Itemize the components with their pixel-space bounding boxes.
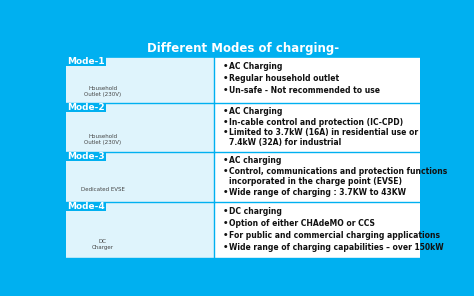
- Text: Mode-2: Mode-2: [67, 103, 105, 112]
- Text: •: •: [223, 86, 228, 95]
- FancyBboxPatch shape: [66, 103, 213, 152]
- Text: •: •: [223, 231, 228, 240]
- Text: Un-safe - Not recommended to use: Un-safe - Not recommended to use: [229, 86, 380, 95]
- Text: Control, communications and protection functions: Control, communications and protection f…: [229, 167, 447, 176]
- FancyBboxPatch shape: [213, 202, 420, 258]
- Text: •: •: [223, 157, 228, 165]
- FancyBboxPatch shape: [66, 202, 213, 258]
- FancyBboxPatch shape: [66, 40, 420, 259]
- Text: Mode-4: Mode-4: [67, 202, 105, 211]
- Text: In-cable control and protection (IC-CPD): In-cable control and protection (IC-CPD): [229, 118, 403, 127]
- Text: •: •: [223, 107, 228, 116]
- Text: Different Modes of charging-: Different Modes of charging-: [147, 42, 339, 55]
- Text: •: •: [223, 118, 228, 127]
- FancyBboxPatch shape: [213, 103, 420, 152]
- FancyBboxPatch shape: [213, 152, 420, 202]
- FancyBboxPatch shape: [66, 202, 106, 211]
- Text: Wide range of charging : 3.7KW to 43KW: Wide range of charging : 3.7KW to 43KW: [229, 188, 406, 197]
- Text: •: •: [223, 207, 228, 215]
- Text: 7.4kW (32A) for industrial: 7.4kW (32A) for industrial: [229, 138, 341, 147]
- FancyBboxPatch shape: [213, 57, 420, 103]
- Text: DC
Charger: DC Charger: [92, 239, 114, 250]
- Text: incorporated in the charge point (EVSE): incorporated in the charge point (EVSE): [229, 177, 402, 186]
- Text: Dedicated EVSE: Dedicated EVSE: [81, 187, 125, 192]
- Text: Limited to 3.7kW (16A) in residential use or: Limited to 3.7kW (16A) in residential us…: [229, 128, 418, 137]
- FancyBboxPatch shape: [66, 40, 420, 57]
- FancyBboxPatch shape: [66, 103, 106, 112]
- Text: For public and commercial charging applications: For public and commercial charging appli…: [229, 231, 440, 240]
- Text: Household
Outlet (230V): Household Outlet (230V): [84, 86, 121, 97]
- FancyBboxPatch shape: [66, 57, 213, 103]
- Text: •: •: [223, 128, 228, 137]
- Text: Regular household outlet: Regular household outlet: [229, 74, 339, 83]
- Text: Household
Outlet (230V): Household Outlet (230V): [84, 134, 121, 145]
- Text: AC Charging: AC Charging: [229, 107, 283, 116]
- Text: AC charging: AC charging: [229, 157, 282, 165]
- Text: Mode-3: Mode-3: [67, 152, 105, 161]
- FancyBboxPatch shape: [66, 57, 106, 66]
- Text: DC charging: DC charging: [229, 207, 282, 215]
- Text: •: •: [223, 167, 228, 176]
- Text: Wide range of charging capabilities – over 150kW: Wide range of charging capabilities – ov…: [229, 243, 444, 252]
- Text: Mode-1: Mode-1: [67, 57, 105, 66]
- Text: •: •: [223, 62, 228, 71]
- Text: Option of either CHAdeMO or CCS: Option of either CHAdeMO or CCS: [229, 219, 375, 228]
- Text: •: •: [223, 219, 228, 228]
- Text: •: •: [223, 188, 228, 197]
- Text: •: •: [223, 74, 228, 83]
- Text: •: •: [223, 243, 228, 252]
- Text: AC Charging: AC Charging: [229, 62, 283, 71]
- FancyBboxPatch shape: [66, 152, 213, 202]
- FancyBboxPatch shape: [66, 152, 106, 160]
